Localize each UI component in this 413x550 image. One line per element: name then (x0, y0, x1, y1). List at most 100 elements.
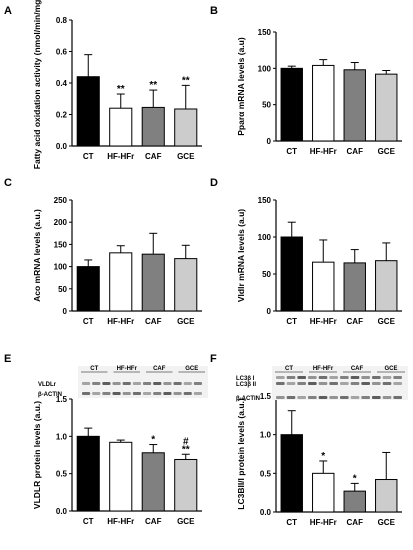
blot-band (153, 382, 162, 385)
blot-band (286, 376, 296, 379)
significance-label: * (151, 435, 155, 446)
blot-band (308, 396, 317, 399)
significance-label: ** (149, 80, 157, 91)
blot-band (350, 382, 360, 385)
panel-letter: C (4, 177, 12, 189)
blot-band (393, 376, 402, 379)
x-tick-label: CT (286, 317, 297, 326)
bar-gce (174, 258, 198, 312)
x-tick-label: HF-HFr (107, 152, 134, 161)
x-tick-label: HF-HFr (107, 517, 134, 526)
blot-band (329, 382, 338, 385)
blot-group-label: CT (90, 366, 98, 372)
bar-caf (141, 106, 165, 147)
blot-group-label: GCE (384, 366, 397, 372)
x-tick-label: HF-HFr (310, 147, 337, 156)
y-tick-label: 0 (267, 307, 272, 316)
blot-band (122, 392, 131, 395)
chart-panel-f: F 0.0 0.5 1.0 1.5 LC3BII/I protein levels (a.… (210, 353, 408, 527)
blot-group-label: HF-HFr (117, 366, 138, 372)
y-tick-label: 0.6 (56, 48, 68, 57)
blot-band (329, 376, 338, 379)
blot-band (382, 376, 392, 379)
y-tick-label: 200 (54, 218, 68, 227)
blot-band (82, 382, 91, 385)
y-tick-label: 50 (58, 285, 67, 294)
blot-band (173, 382, 182, 385)
y-tick-label: 250 (54, 196, 68, 205)
y-tick-label: 0 (267, 137, 272, 146)
bar-ct (76, 435, 100, 512)
x-tick-label: CAF (347, 317, 364, 326)
chart-panels: A 0.0 0.2 0.4 0.6 0.8 Fatty acid oxidation act… (4, 0, 408, 527)
y-tick-label: 150 (54, 240, 68, 249)
bar-caf (343, 69, 366, 142)
blot-band (112, 382, 121, 385)
blot-group-label: CAF (153, 366, 166, 372)
x-tick-label: CT (83, 517, 94, 526)
blot-band (318, 382, 328, 385)
bar-hf-hfr (109, 252, 133, 312)
bar-ct (280, 236, 303, 312)
blot-group-label: CAF (351, 366, 364, 372)
chart-panel-a: A 0.0 0.2 0.4 0.6 0.8 Fatty acid oxidation act… (4, 0, 202, 169)
x-tick-label: GCE (378, 317, 396, 326)
bar-hf-hfr (109, 107, 133, 147)
panel-letter: A (4, 5, 12, 17)
significance-label: ** (117, 84, 125, 95)
panel-letter: B (210, 5, 218, 17)
significance-label: * (321, 451, 325, 462)
significance-label: ** (182, 75, 190, 86)
bar-ct (76, 266, 100, 312)
blot-row-label: LC3β II (236, 382, 256, 388)
blot-band (393, 396, 402, 399)
significance-label: * (353, 473, 357, 484)
blot-group-label: CT (285, 366, 293, 372)
y-tick-label: 100 (258, 233, 272, 242)
blot-band (350, 396, 360, 399)
blot-band (318, 396, 328, 399)
y-tick-label: 50 (262, 101, 271, 110)
y-tick-label: 0.8 (56, 16, 68, 25)
blot-band (372, 376, 381, 379)
blot-band (92, 382, 101, 385)
bar-caf (141, 253, 165, 312)
blot-band (112, 392, 121, 395)
blot-band (183, 392, 192, 395)
y-tick-label: 150 (258, 28, 272, 37)
blot-band (393, 382, 402, 385)
y-axis-label: VLDLR protein levels (a.u.) (32, 401, 42, 509)
x-tick-label: CT (286, 518, 297, 527)
blot-band (276, 382, 285, 385)
y-axis-label: Pparα mRNA levels (a.u) (236, 37, 246, 136)
bar-gce (174, 108, 198, 147)
blot-band (361, 396, 370, 399)
blot-band (102, 382, 111, 385)
blot-band (82, 392, 91, 395)
bar-gce (375, 260, 398, 312)
blot-row-label: LC3β I (236, 376, 255, 382)
blot-band (308, 382, 317, 385)
blot-band (92, 392, 101, 395)
blot-band (372, 382, 381, 385)
y-tick-label: 0 (63, 307, 68, 316)
x-tick-label: CAF (347, 518, 364, 527)
y-tick-label: 50 (262, 270, 271, 279)
blot-band (382, 396, 392, 399)
x-tick-label: CAF (145, 317, 162, 326)
blot-band (329, 396, 338, 399)
x-tick-label: HF-HFr (107, 317, 134, 326)
blot-band (372, 396, 381, 399)
panel-letter: E (4, 353, 11, 365)
blot-band (193, 382, 202, 385)
blot-group-label: GCE (185, 366, 198, 372)
blot-band (153, 392, 162, 395)
y-tick-label: 0.0 (56, 142, 68, 151)
blot-band (297, 382, 306, 385)
y-tick-label: 1.5 (260, 392, 272, 401)
x-tick-label: CAF (347, 147, 364, 156)
chart-panel-d: D 0 50 100 150 Vldlr mRNA levels (a.u) CT HF-HF… (210, 177, 402, 326)
blot-band (276, 396, 285, 399)
